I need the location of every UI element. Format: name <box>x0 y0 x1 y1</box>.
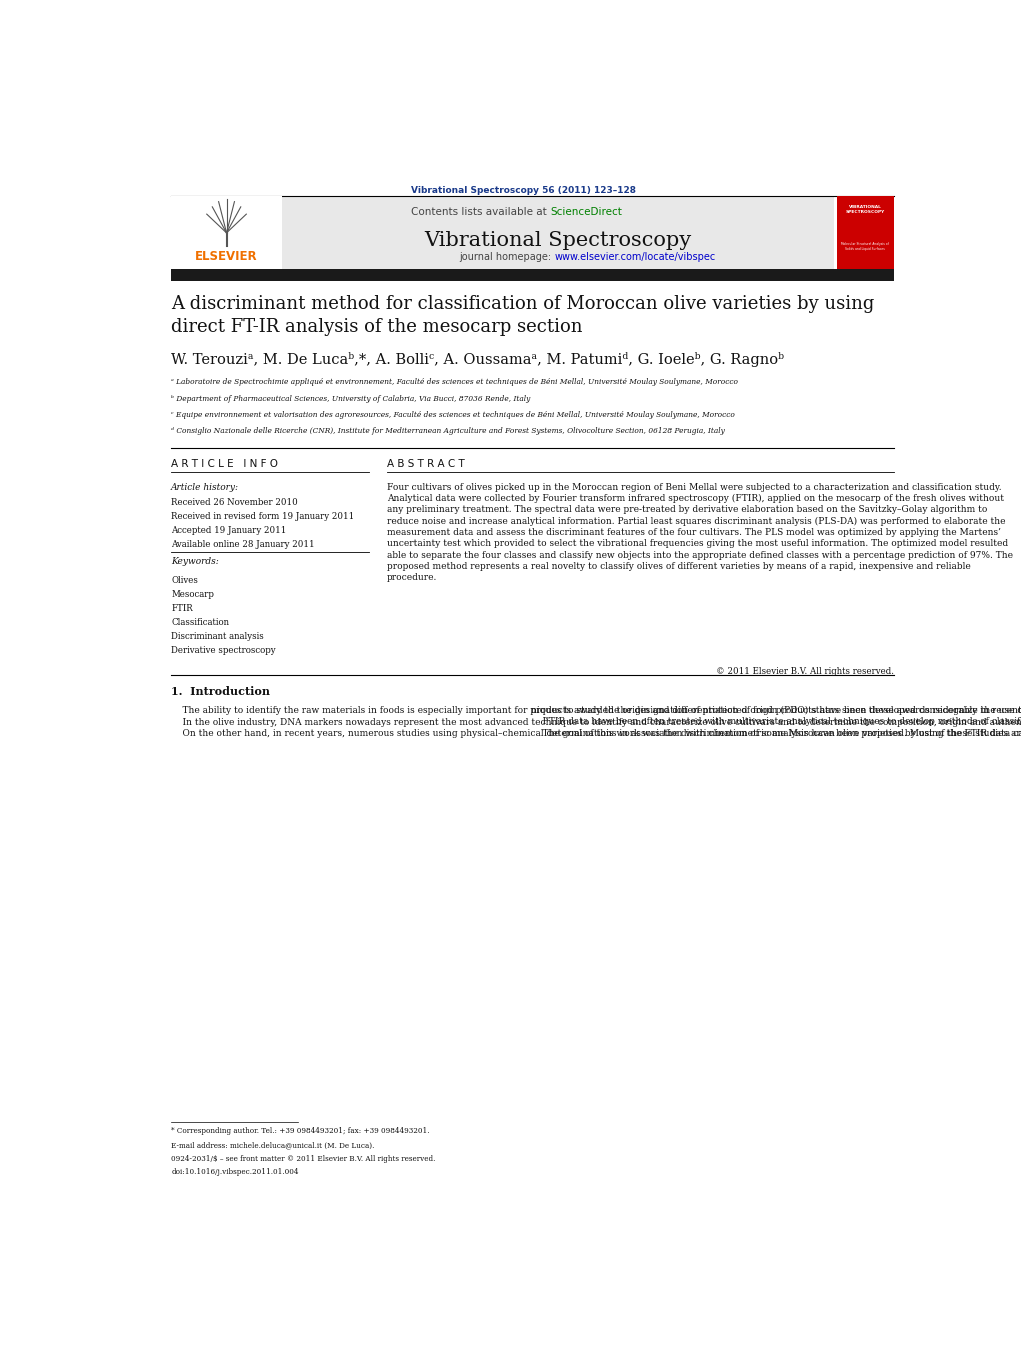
Text: ᵈ Consiglio Nazionale delle Ricerche (CNR), Institute for Mediterranean Agricult: ᵈ Consiglio Nazionale delle Ricerche (CN… <box>172 427 725 435</box>
Text: © 2011 Elsevier B.V. All rights reserved.: © 2011 Elsevier B.V. All rights reserved… <box>716 666 893 676</box>
Text: Accepted 19 January 2011: Accepted 19 January 2011 <box>172 526 287 535</box>
Text: * Corresponding author. Tel.: +39 0984493201; fax: +39 0984493201.: * Corresponding author. Tel.: +39 098449… <box>172 1128 430 1135</box>
Text: ᶜ Equipe environnement et valorisation des agroresources, Faculté des sciences e: ᶜ Equipe environnement et valorisation d… <box>172 411 735 419</box>
Text: Olives: Olives <box>172 576 198 585</box>
Text: ᵃ Laboratoire de Spectrochimie appliqué et environnement, Faculté des sciences e: ᵃ Laboratoire de Spectrochimie appliqué … <box>172 378 738 386</box>
Text: W. Terouziᵃ, M. De Lucaᵇ,*, A. Bolliᶜ, A. Oussamaᵃ, M. Patumiᵈ, G. Ioeleᵇ, G. Ra: W. Terouziᵃ, M. De Lucaᵇ,*, A. Bolliᶜ, A… <box>172 353 784 367</box>
Text: Four cultivars of olives picked up in the Moroccan region of Beni Mellal were su: Four cultivars of olives picked up in th… <box>387 482 1013 582</box>
Text: Vibrational Spectroscopy: Vibrational Spectroscopy <box>425 231 691 250</box>
Text: Received in revised form 19 January 2011: Received in revised form 19 January 2011 <box>172 512 354 521</box>
Bar <box>172 196 282 269</box>
Bar <box>836 196 893 269</box>
Text: A B S T R A C T: A B S T R A C T <box>387 458 465 469</box>
Text: journal homepage:: journal homepage: <box>458 253 554 262</box>
Text: ELSEVIER: ELSEVIER <box>195 250 258 263</box>
Text: niques to study the origin and differentiation of food products have been develo: niques to study the origin and different… <box>531 707 1021 738</box>
Text: Article history:: Article history: <box>172 482 239 492</box>
Text: Derivative spectroscopy: Derivative spectroscopy <box>172 646 276 655</box>
Text: Contents lists available at: Contents lists available at <box>411 207 550 218</box>
Text: 1.  Introduction: 1. Introduction <box>172 686 271 697</box>
Text: A R T I C L E   I N F O: A R T I C L E I N F O <box>172 458 278 469</box>
Text: Keywords:: Keywords: <box>172 558 218 566</box>
Bar <box>172 196 834 269</box>
Bar <box>172 269 893 281</box>
Text: Discriminant analysis: Discriminant analysis <box>172 632 263 642</box>
Text: FTIR: FTIR <box>172 604 193 613</box>
Text: Vibrational Spectroscopy 56 (2011) 123–128: Vibrational Spectroscopy 56 (2011) 123–1… <box>410 186 636 195</box>
Text: Available online 28 January 2011: Available online 28 January 2011 <box>172 540 314 550</box>
Text: Mesocarp: Mesocarp <box>172 590 214 600</box>
Text: A discriminant method for classification of Moroccan olive varieties by using
di: A discriminant method for classification… <box>172 296 875 336</box>
Text: Molecular Structural Analysis of
Solids and Liquid Surfaces: Molecular Structural Analysis of Solids … <box>841 242 889 251</box>
Text: www.elsevier.com/locate/vibspec: www.elsevier.com/locate/vibspec <box>554 253 716 262</box>
Text: E-mail address: michele.deluca@unical.it (M. De Luca).: E-mail address: michele.deluca@unical.it… <box>172 1142 375 1148</box>
Text: 0924-2031/$ – see front matter © 2011 Elsevier B.V. All rights reserved.: 0924-2031/$ – see front matter © 2011 El… <box>172 1155 436 1163</box>
Text: doi:10.1016/j.vibspec.2011.01.004: doi:10.1016/j.vibspec.2011.01.004 <box>172 1169 299 1177</box>
Text: VIBRATIONAL
SPECTROSCOPY: VIBRATIONAL SPECTROSCOPY <box>845 205 885 213</box>
Text: ScienceDirect: ScienceDirect <box>550 207 622 218</box>
Text: Classification: Classification <box>172 619 229 627</box>
Text: Received 26 November 2010: Received 26 November 2010 <box>172 499 298 507</box>
Text: ᵇ Department of Pharmaceutical Sciences, University of Calabria, Via Bucci, 8703: ᵇ Department of Pharmaceutical Sciences,… <box>172 394 530 403</box>
Text: The ability to identify the raw materials in foods is especially important for p: The ability to identify the raw material… <box>172 707 1021 738</box>
